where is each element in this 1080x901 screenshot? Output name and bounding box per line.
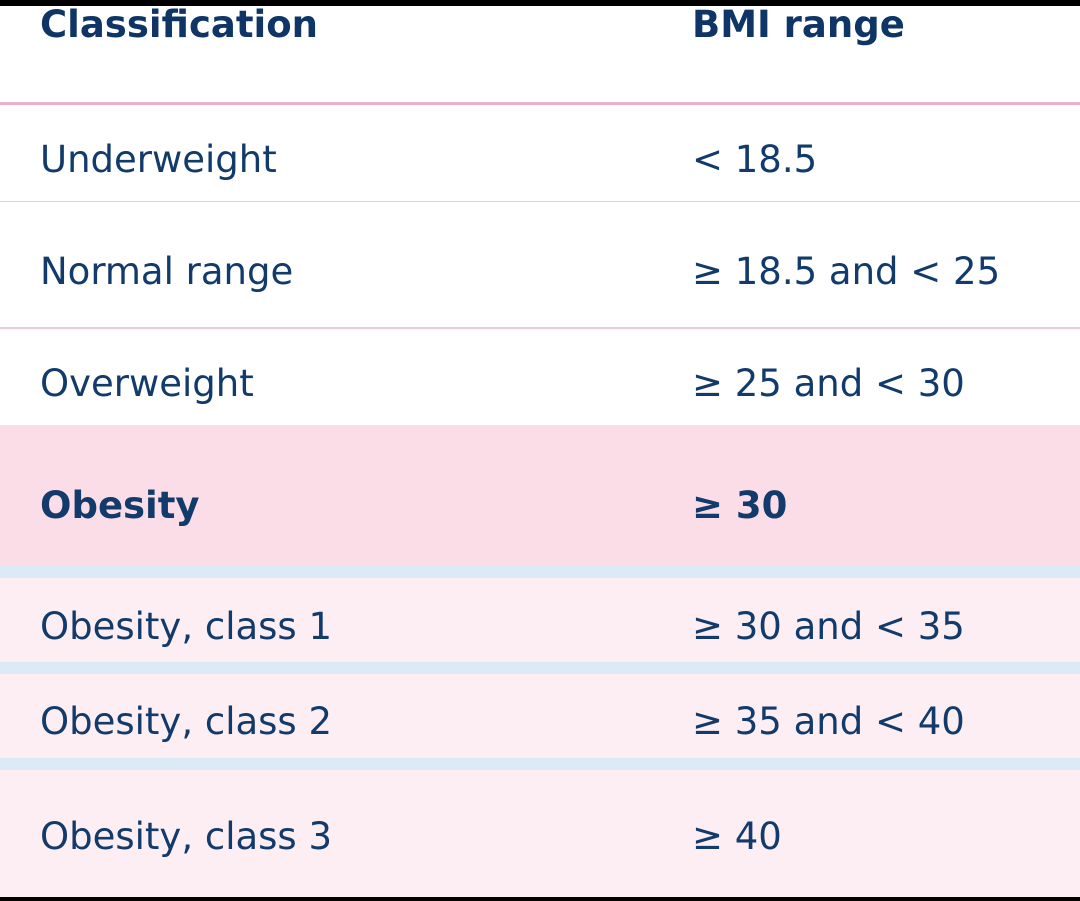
table-row: Normal range ≥ 18.5 and < 25 (0, 202, 1080, 327)
table-row: Overweight ≥ 25 and < 30 (0, 329, 1080, 425)
header-cell: Classification (40, 6, 318, 46)
header-row: Classification BMI range (0, 6, 1080, 104)
header-border (0, 102, 1080, 105)
table-row: Underweight < 18.5 (0, 105, 1080, 201)
cell: Underweight (40, 138, 277, 181)
cell: < 18.5 (692, 138, 818, 181)
row-border (0, 201, 1080, 202)
cell: ≥ 30 (692, 484, 788, 527)
cell: ≥ 30 and < 35 (692, 605, 965, 648)
cell: Obesity, class 3 (40, 815, 333, 858)
table-row: Obesity, class 3 ≥ 40 (0, 770, 1080, 897)
cell: ≥ 40 (692, 815, 782, 858)
row-divider (0, 662, 1080, 674)
cell: ≥ 18.5 and < 25 (692, 250, 1001, 293)
cell: Obesity (40, 484, 200, 527)
row-divider (0, 565, 1080, 578)
table-row: Obesity, class 1 ≥ 30 and < 35 (0, 578, 1080, 662)
table-row-highlight: Obesity ≥ 30 (0, 425, 1080, 565)
row-divider (0, 758, 1080, 770)
cell: Normal range (40, 250, 294, 293)
cell: ≥ 35 and < 40 (692, 700, 965, 743)
cell: Obesity, class 2 (40, 700, 333, 743)
cell: Overweight (40, 362, 254, 405)
header-cell: BMI range (692, 6, 905, 46)
cell: Obesity, class 1 (40, 605, 333, 648)
cell: ≥ 25 and < 30 (692, 362, 965, 405)
row-border (0, 327, 1080, 329)
table-row: Obesity, class 2 ≥ 35 and < 40 (0, 674, 1080, 758)
bmi-table: Classification BMI range Underweight < 1… (0, 6, 1080, 897)
